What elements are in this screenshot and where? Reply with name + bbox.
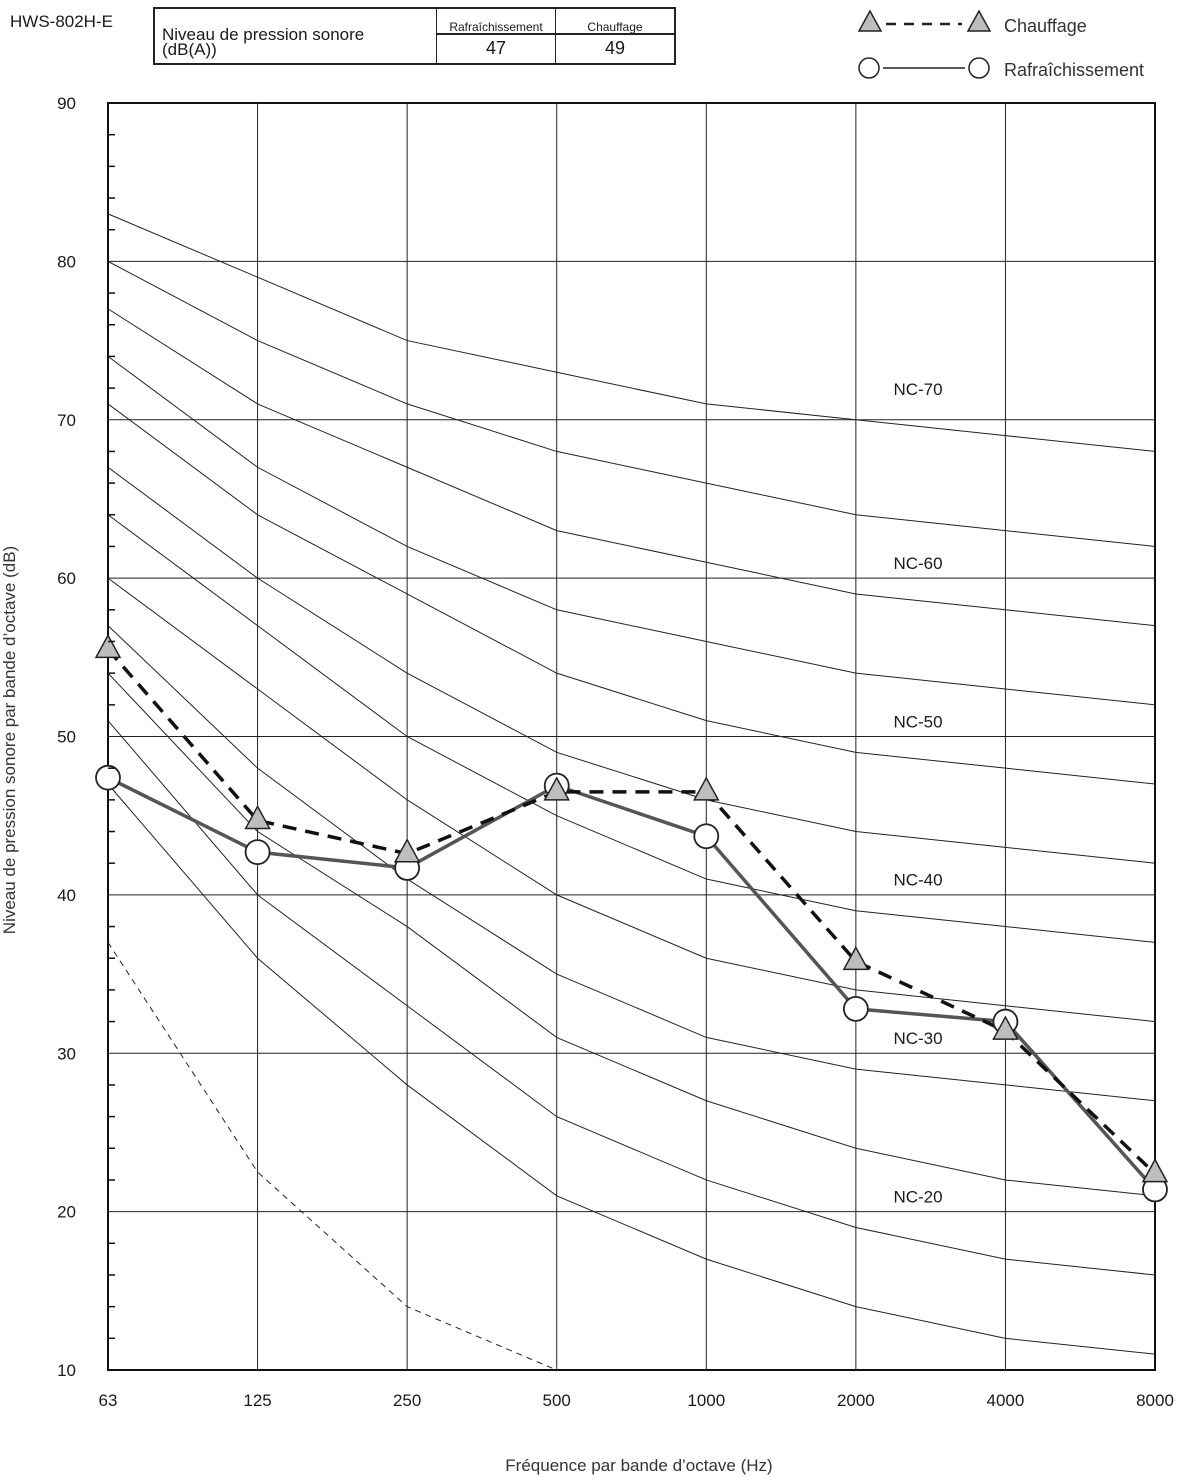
legend-cooling-circle-left-icon	[858, 57, 880, 79]
nc-curve-label: NC-50	[893, 712, 942, 731]
nc-curve	[107, 466, 1156, 864]
y-tick-label: 20	[57, 1203, 76, 1222]
legend-cooling-label: Rafraîchissement	[1004, 60, 1144, 80]
heating-series-line	[106, 648, 1157, 1175]
y-tick-label: 70	[57, 411, 76, 430]
heating-point	[992, 1015, 1019, 1040]
heating-point	[1141, 1158, 1169, 1183]
legend: Chauffage Rafraîchissement	[857, 9, 1144, 80]
heating-point	[393, 838, 421, 863]
sound-level-label-line1: Niveau de pression sonore	[162, 25, 365, 44]
legend-heating-triangle-right-icon	[966, 9, 992, 32]
nc-curve	[107, 308, 1156, 627]
nc-curve	[107, 260, 1156, 547]
y-tick-label: 40	[57, 886, 76, 905]
nc-curve-label: NC-60	[893, 554, 942, 573]
nc-curve	[107, 403, 1156, 785]
cooling-series-line	[107, 776, 1157, 1191]
nc-curves: NC-70 NC-60 NC-50 NC-40 NC-30 NC-20	[107, 213, 1156, 1371]
nc-curve	[107, 355, 1156, 706]
cooling-point	[244, 839, 271, 866]
x-tick-label: 2000	[837, 1391, 875, 1410]
nc-curve	[107, 625, 1156, 1102]
heating-value: 49	[555, 33, 676, 65]
heating-point	[543, 776, 570, 801]
cooling-point	[842, 996, 869, 1022]
model-name: HWS-802H-E	[10, 12, 113, 31]
legend-heating-triangle-left-icon	[857, 9, 883, 32]
heating-point	[94, 633, 122, 659]
cooling-point	[693, 823, 720, 850]
x-tick-label: 250	[393, 1391, 421, 1410]
y-tick-label: 80	[57, 252, 76, 271]
nc-curve	[107, 577, 1156, 1023]
cooling-header: Rafraîchissement	[436, 7, 556, 35]
x-tick-label: 8000	[1136, 1391, 1174, 1410]
nc-curve-label: NC-70	[893, 380, 942, 399]
data-series	[94, 633, 1169, 1203]
heating-point	[244, 804, 271, 830]
heating-header: Chauffage	[555, 7, 676, 35]
sound-level-label: Niveau de pression sonore (dB(A))	[153, 7, 437, 65]
axis-ticks: 63 125 250 500 1000 2000 4000 8000 10 20 30 40 50 60 7…	[57, 94, 1174, 1410]
nc-curve-label: NC-40	[893, 871, 942, 890]
y-tick-label: 30	[57, 1044, 76, 1063]
sound-level-label-line2: (dB(A))	[162, 40, 217, 59]
x-tick-label: 4000	[987, 1391, 1025, 1410]
nc-curve	[107, 720, 1156, 1276]
y-tick-label: 10	[57, 1361, 76, 1380]
legend-heating-label: Chauffage	[1004, 16, 1087, 36]
nc-curve	[107, 514, 1156, 943]
nc-curve	[107, 672, 1156, 1197]
y-tick-label: 60	[57, 569, 76, 588]
chart-grid	[107, 102, 1156, 1371]
nc-curve	[107, 783, 1156, 1355]
x-tick-label: 125	[243, 1391, 271, 1410]
nc-curve-label: NC-30	[893, 1029, 942, 1048]
nc-curve	[107, 213, 1156, 452]
x-tick-label: 1000	[687, 1391, 725, 1410]
cooling-value: 47	[436, 33, 556, 65]
heating-point	[842, 945, 870, 971]
x-axis-title: Fréquence par bande d’octave (Hz)	[505, 1456, 772, 1475]
sound-level-table: Niveau de pression sonore (dB(A)) Rafraî…	[153, 7, 676, 65]
legend-cooling-circle-right-icon	[968, 57, 990, 79]
nc-curve-label: NC-20	[893, 1187, 942, 1206]
y-tick-label: 50	[57, 728, 76, 747]
cooling-point	[95, 764, 121, 791]
x-tick-label: 500	[543, 1391, 571, 1410]
heating-point	[693, 776, 720, 801]
y-tick-label: 90	[57, 94, 76, 113]
hearing-threshold-curve	[107, 942, 557, 1371]
y-axis-title: Niveau de pression sonore par bande d’oc…	[0, 546, 19, 934]
x-tick-label: 63	[99, 1391, 118, 1410]
